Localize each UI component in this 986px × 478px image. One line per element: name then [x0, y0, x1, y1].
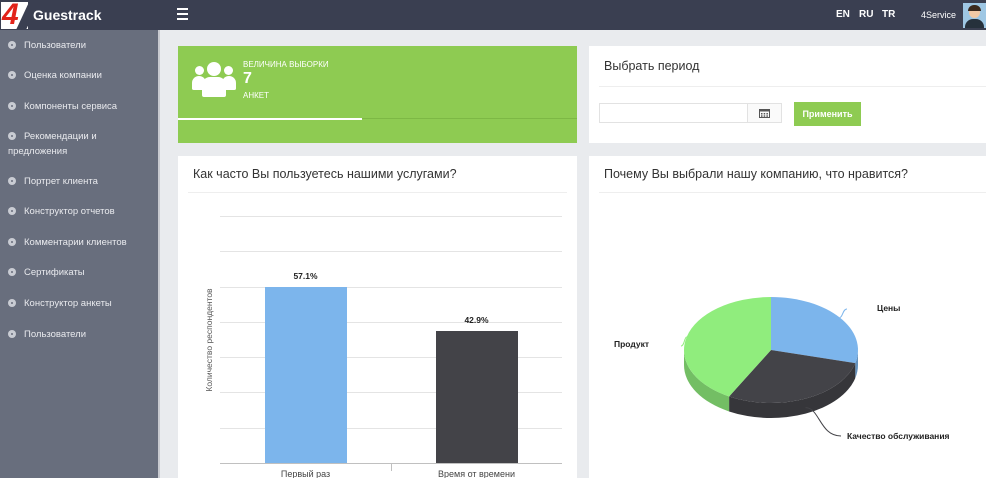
pie-slice[interactable] [684, 297, 771, 397]
period-title: Выбрать период [604, 59, 700, 73]
sidebar-edge [158, 30, 160, 478]
bar-chart-divider [188, 192, 567, 193]
date-range-input[interactable] [599, 103, 748, 123]
sidebar-item-survey-builder[interactable]: Конструктор анкеты [8, 296, 153, 311]
card-footer [178, 118, 577, 143]
user-avatar[interactable] [963, 3, 986, 28]
sample-size-card: ВЕЛИЧИНА ВЫБОРКИ 7 АНКЕТ [178, 46, 577, 143]
x-tick [391, 463, 392, 471]
pie-chart [680, 297, 858, 437]
sidebar-item-label: Конструктор анкеты [24, 298, 112, 309]
bar-chart-ylabel: Количество респондентов [204, 288, 214, 392]
sidebar-item-label: Пользователи [24, 329, 87, 340]
lang-en-link[interactable]: EN [836, 9, 850, 20]
dashboard-icon [8, 132, 16, 140]
grid-line [220, 322, 562, 323]
grid-line [220, 216, 562, 217]
sidebar [0, 30, 158, 478]
users-icon [192, 60, 236, 98]
calendar-button[interactable] [747, 103, 782, 123]
sidebar-item-client-comments[interactable]: Комментарии клиентов [8, 235, 153, 250]
sidebar-item-label: Конструктор отчетов [24, 206, 115, 217]
pie-slice[interactable] [729, 350, 856, 403]
pie-slice-side [855, 350, 858, 379]
brand-logo[interactable]: 4 Guestrack [0, 0, 160, 30]
dashboard-icon [8, 41, 16, 49]
grid-line [220, 251, 562, 252]
dashboard-icon [8, 177, 16, 185]
grid-line [220, 287, 562, 288]
lang-ru-link[interactable]: RU [859, 9, 874, 20]
sidebar-item-label: Компоненты сервиса [24, 101, 118, 112]
pie-slice-label: Цены [877, 303, 901, 313]
brand-name: Guestrack [33, 7, 102, 23]
x-tick-label: Время от времени [438, 469, 515, 478]
sidebar-item-label: Портрет клиента [24, 176, 98, 187]
apply-button[interactable]: Применить [794, 102, 861, 126]
pie-slice[interactable] [771, 297, 858, 364]
grid-line [220, 392, 562, 393]
pie-slice-label: Продукт [614, 339, 650, 349]
grid-line [220, 357, 562, 358]
sidebar-item-company-rating[interactable]: Оценка компании [8, 68, 153, 83]
dashboard-icon [8, 207, 16, 215]
top-navbar [0, 0, 986, 30]
sidebar-item-label: Рекомендации и [24, 131, 97, 142]
bar-2[interactable] [435, 330, 518, 463]
pie-chart-divider [599, 192, 986, 193]
bar-chart-title: Как часто Вы пользуетесь нашими услугами… [193, 167, 457, 181]
logo-icon: 4 [1, 1, 28, 29]
dashboard-icon [8, 71, 16, 79]
bar-data-label: 42.9% [464, 314, 489, 325]
bar-1[interactable] [264, 286, 347, 463]
logo-digit: 4 [2, 1, 19, 29]
dashboard-icon [8, 238, 16, 246]
pie-slice-side [729, 363, 856, 418]
sidebar-item-label: Комментарии клиентов [24, 237, 127, 248]
sample-size-unit: АНКЕТ [243, 91, 269, 100]
pie-connector [805, 407, 842, 437]
period-panel [589, 46, 986, 143]
user-name[interactable]: 4Service [921, 10, 957, 20]
dashboard-icon [8, 102, 16, 110]
dashboard-icon [8, 299, 16, 307]
sidebar-item-recommendations[interactable]: Рекомендации и предложения [8, 129, 153, 159]
pie-chart-title: Почему Вы выбрали нашу компанию, что нра… [604, 167, 909, 181]
x-tick-label: Первый раз [280, 469, 331, 478]
hamburger-icon[interactable] [177, 8, 188, 20]
sidebar-item-label: Пользователи [24, 40, 87, 51]
sample-size-title: ВЕЛИЧИНА ВЫБОРКИ [243, 60, 329, 69]
sidebar-item-label: Сертификаты [24, 267, 85, 278]
pie-connector [680, 336, 687, 347]
lang-tr-link[interactable]: TR [882, 9, 896, 20]
pie-slice-label: Качество обслуживания [847, 431, 950, 441]
sidebar-item-label: Оценка компании [24, 70, 102, 81]
sidebar-item-report-builder[interactable]: Конструктор отчетов [8, 204, 153, 219]
dashboard-icon [8, 330, 16, 338]
sidebar-item-service-components[interactable]: Компоненты сервиса [8, 99, 153, 114]
sidebar-item-certificates[interactable]: Сертификаты [8, 265, 153, 280]
period-divider [599, 86, 986, 87]
grid-line [220, 428, 562, 429]
pie-slice-side [684, 350, 730, 412]
sidebar-item-client-portrait[interactable]: Портрет клиента [8, 174, 153, 189]
pie-connector [839, 308, 848, 319]
bar-data-label: 57.1% [293, 270, 318, 281]
sidebar-item-label-cont: предложения [8, 146, 68, 157]
dashboard-icon [8, 268, 16, 276]
calendar-icon [759, 109, 770, 118]
sample-size-value: 7 [243, 70, 252, 87]
sample-progress-bar [178, 118, 362, 120]
sidebar-item-users-2[interactable]: Пользователи [8, 327, 153, 342]
sidebar-item-users[interactable]: Пользователи [8, 38, 153, 53]
